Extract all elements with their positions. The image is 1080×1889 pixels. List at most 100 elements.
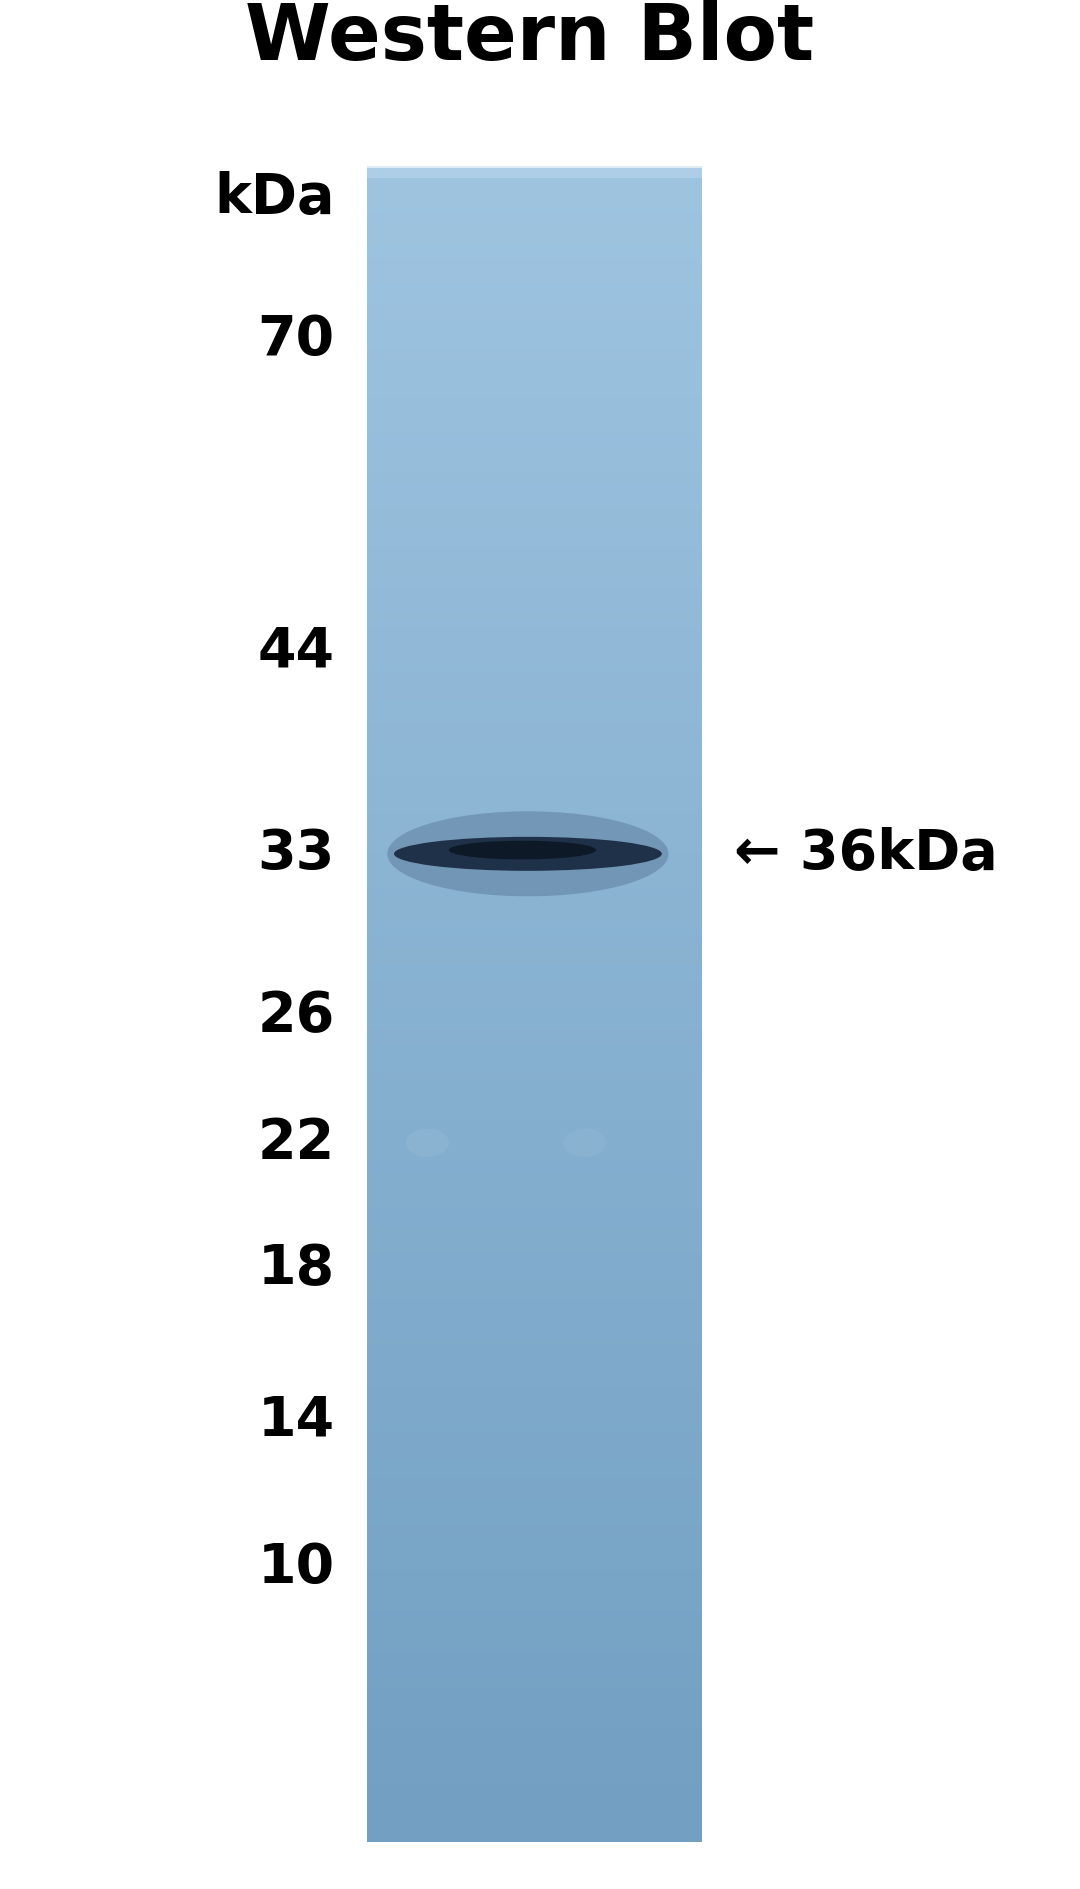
Bar (367, 648, 702, 655)
Bar (367, 1096, 702, 1101)
Ellipse shape (564, 1128, 607, 1156)
Bar (367, 706, 702, 714)
Bar (367, 176, 702, 183)
Bar (367, 314, 702, 321)
Bar (367, 657, 702, 663)
Bar (367, 1258, 702, 1266)
Bar (367, 924, 702, 931)
Bar (367, 1823, 702, 1829)
Bar (367, 1723, 702, 1728)
Bar (367, 616, 702, 621)
Bar (367, 1761, 702, 1766)
Ellipse shape (449, 841, 596, 859)
Bar (367, 206, 702, 212)
Bar (367, 181, 702, 187)
Bar (367, 958, 702, 963)
Bar (367, 1385, 702, 1390)
Bar (367, 261, 702, 266)
Bar (367, 1405, 702, 1411)
Bar (367, 909, 702, 914)
Bar (367, 1819, 702, 1825)
Bar (367, 569, 702, 576)
Bar (367, 196, 702, 204)
Bar (367, 782, 702, 788)
Bar (367, 1313, 702, 1319)
Bar (367, 1426, 702, 1432)
Bar (367, 967, 702, 973)
Bar (367, 1785, 702, 1791)
Bar (367, 1003, 702, 1011)
Bar (367, 1226, 702, 1232)
Bar (367, 1489, 702, 1494)
Bar (367, 1747, 702, 1755)
Bar (367, 1568, 702, 1574)
Bar (367, 844, 702, 852)
Bar (367, 996, 702, 1001)
Bar (367, 837, 702, 842)
Bar (367, 786, 702, 793)
Ellipse shape (394, 837, 662, 871)
Bar (367, 1360, 702, 1366)
Bar (367, 929, 702, 935)
Bar (367, 1196, 702, 1201)
Bar (367, 1364, 702, 1370)
Bar (367, 716, 702, 722)
Bar (367, 703, 702, 708)
Bar (367, 1330, 702, 1336)
Bar (367, 527, 702, 533)
Bar (367, 540, 702, 546)
Bar (367, 1309, 702, 1315)
Bar (367, 264, 702, 270)
Bar (367, 372, 702, 380)
Bar (367, 671, 702, 676)
Bar (367, 816, 702, 822)
Bar (367, 561, 702, 567)
Bar (367, 1551, 702, 1558)
Bar (367, 1317, 702, 1324)
Bar (367, 502, 702, 508)
Bar (367, 423, 702, 429)
Bar (367, 382, 702, 387)
Bar (367, 937, 702, 943)
Text: kDa: kDa (214, 172, 335, 225)
Bar (367, 1058, 702, 1064)
Bar (367, 1030, 702, 1035)
Bar (367, 1247, 702, 1252)
Bar (367, 1677, 702, 1683)
Bar (367, 378, 702, 383)
Bar (367, 1757, 702, 1762)
Bar (367, 557, 702, 563)
Bar (367, 1422, 702, 1428)
Bar (367, 1268, 702, 1273)
Bar (367, 482, 702, 487)
Bar (367, 954, 702, 960)
Bar (367, 595, 702, 601)
Bar (367, 510, 702, 518)
Bar (367, 1171, 702, 1177)
Bar (367, 1120, 702, 1128)
Bar (367, 368, 702, 374)
Bar (367, 1041, 702, 1048)
Bar (367, 1812, 702, 1817)
Bar (367, 946, 702, 952)
Bar (367, 1660, 702, 1666)
Bar (367, 285, 702, 291)
Bar (367, 468, 702, 476)
Bar (367, 1534, 702, 1541)
Bar (367, 357, 702, 363)
Bar (367, 833, 702, 839)
Bar (367, 678, 702, 684)
Bar (367, 1547, 702, 1553)
Bar (367, 1175, 702, 1181)
Bar (367, 654, 702, 659)
Bar (367, 1606, 702, 1611)
Bar (367, 861, 702, 867)
Bar (367, 1347, 702, 1353)
Bar (367, 1768, 702, 1776)
Bar (367, 1506, 702, 1511)
Bar (367, 1285, 702, 1290)
Bar (367, 485, 702, 491)
Bar (367, 310, 702, 315)
Bar (367, 1623, 702, 1628)
Bar (367, 606, 702, 614)
